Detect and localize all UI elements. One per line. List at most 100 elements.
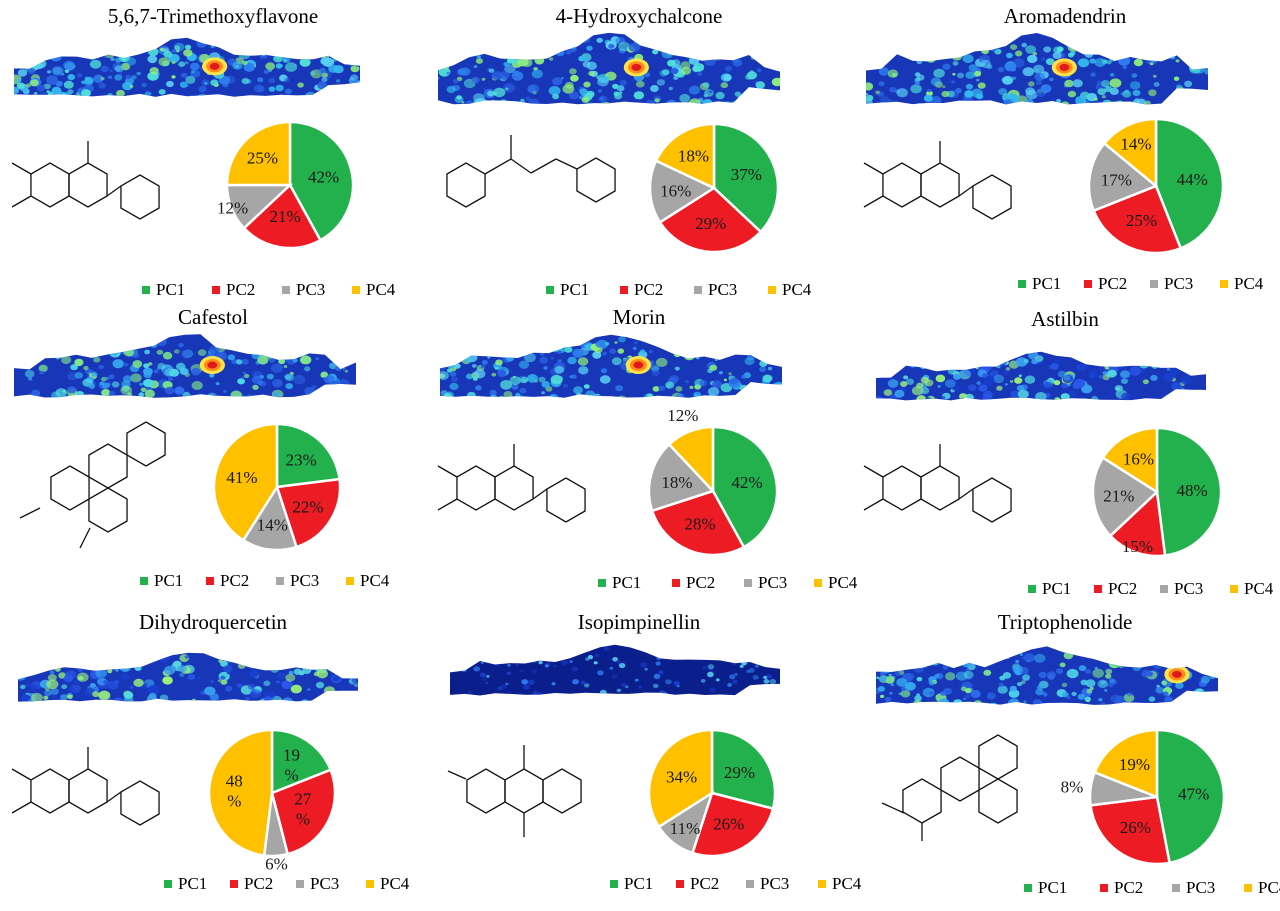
pie-data-label: 21% [1103, 487, 1134, 506]
pie-data-label: 48% [226, 772, 243, 811]
legend-item-pc2: PC2 [206, 571, 249, 591]
legend-swatch [212, 286, 220, 294]
pie-data-label: 41% [226, 468, 257, 487]
legend-label: PC1 [1038, 878, 1068, 897]
legend-item-pc1: PC1 [1028, 579, 1071, 599]
chemical-structure [863, 444, 1012, 523]
legend-label: PC4 [360, 571, 390, 590]
chemical-structure [11, 747, 160, 826]
pie-data-label: 14% [1120, 135, 1151, 154]
pie-data-label: 11% [670, 819, 701, 838]
pie-data-label: 12% [667, 406, 698, 425]
chemical-structure [446, 135, 616, 208]
pie-slice-pc3 [647, 442, 716, 513]
legend-swatch [1084, 280, 1092, 288]
pie-data-label: 16% [660, 181, 691, 200]
panel-canvas: 29% 26% 11% 34% [447, 644, 780, 858]
pie-data-label: 19% [283, 745, 300, 784]
chart-title: 5,6,7-Trimethoxyflavone [107, 4, 319, 28]
chemical-structure [881, 734, 1018, 841]
legend-label: PC3 [290, 571, 320, 590]
legend-item-pc2: PC2 [212, 280, 255, 300]
legend-label: PC3 [296, 280, 326, 299]
pie-slice-pc3 [1087, 141, 1159, 213]
panel-canvas: 44% 25% 17% 14% [863, 33, 1225, 255]
legend-swatch [276, 577, 284, 585]
pie-slice-pc4 [207, 728, 274, 857]
legend-swatch [164, 880, 172, 888]
pie-slice-pc1 [711, 425, 779, 549]
chart-title: Triptophenolide [997, 610, 1133, 634]
tissue-image [438, 32, 780, 105]
tissue-image [876, 351, 1206, 401]
chart-title: Cafestol [178, 305, 248, 329]
pie-slice-pc1 [1154, 117, 1225, 250]
pie-slice-pc1 [1155, 426, 1223, 557]
legend-item-pc4: PC4 [1220, 274, 1263, 294]
legend-item-pc1: PC1 [1018, 274, 1061, 294]
legend-label: PC2 [686, 573, 716, 592]
legend-label: PC1 [178, 874, 208, 893]
legend-label: PC1 [624, 874, 654, 893]
legend-swatch [366, 880, 374, 888]
pie-chart: 48% 15% 21% 16% [1091, 426, 1223, 558]
pie-data-label: 6% [265, 854, 288, 873]
legend-item-pc1: PC1 [598, 573, 641, 593]
legend-label: PC1 [612, 573, 642, 592]
legend-item-pc4: PC4 [1244, 878, 1280, 898]
legend-item-pc4: PC4 [768, 280, 811, 300]
legend-item-pc1: PC1 [140, 571, 183, 591]
legend-item-pc2: PC2 [1084, 274, 1127, 294]
pie-data-label: 29% [695, 214, 726, 233]
tissue-image [440, 334, 782, 398]
chart-legend: PC1 PC2 PC3 PC4 [0, 571, 426, 595]
legend-item-pc2: PC2 [676, 874, 719, 894]
legend-label: PC2 [1114, 878, 1144, 897]
legend-label: PC3 [310, 874, 340, 893]
legend-label: PC2 [226, 280, 256, 299]
pie-slice-pc4 [1101, 426, 1159, 495]
legend-item-pc4: PC4 [366, 874, 409, 894]
pie-data-label: 25% [247, 148, 278, 167]
legend-item-pc4: PC4 [346, 571, 389, 591]
pie-slice-pc1 [712, 122, 780, 234]
legend-item-pc2: PC2 [230, 874, 273, 894]
pie-data-label: 28% [684, 515, 715, 534]
legend-label: PC4 [1234, 274, 1264, 293]
legend-item-pc3: PC3 [296, 874, 339, 894]
chart-legend: PC1 PC2 PC3 PC4 [426, 280, 852, 304]
legend-swatch [1172, 884, 1180, 892]
legend-item-pc4: PC4 [352, 280, 395, 300]
pie-data-label: 42% [732, 473, 763, 492]
pie-chart: 19 % 27 % 6% 48% [207, 728, 337, 873]
legend-swatch [818, 880, 826, 888]
legend-item-pc3: PC3 [746, 874, 789, 894]
legend-label: PC3 [708, 280, 738, 299]
pie-data-label: 34% [666, 767, 697, 786]
pie-slice-pc1 [1155, 728, 1226, 865]
legend-item-pc4: PC4 [1230, 579, 1273, 599]
pie-slice-pc2 [650, 489, 746, 557]
tissue-image [450, 644, 780, 696]
legend-swatch [142, 286, 150, 294]
legend-swatch [768, 286, 776, 294]
chart-panel: Cafestol 23% 22% 14% 41% PC1 PC2 PC3 PC4 [0, 303, 426, 606]
legend-swatch [1220, 280, 1228, 288]
legend-label: PC4 [366, 280, 396, 299]
pie-slice-pc4 [1093, 728, 1159, 799]
pie-data-label: 22% [292, 498, 323, 517]
legend-swatch [610, 880, 618, 888]
legend-swatch [1100, 884, 1108, 892]
legend-swatch [814, 579, 822, 587]
pie-slice-pc3 [1091, 455, 1160, 538]
chart-panel: Astilbin 48% 15% 21% 16% PC1 PC2 PC3 PC4 [852, 303, 1278, 606]
pie-data-label: 12% [217, 199, 248, 218]
legend-swatch [230, 880, 238, 888]
chart-title: Morin [612, 305, 666, 329]
legend-label: PC1 [1042, 579, 1072, 598]
panel-canvas: 42% 21% 12% 25% [11, 37, 360, 250]
panel-canvas: 37% 29%16% 18% [438, 32, 780, 254]
tissue-image [14, 334, 356, 398]
pie-chart: 23% 22%14% 41% [212, 422, 342, 552]
legend-label: PC3 [1174, 579, 1204, 598]
